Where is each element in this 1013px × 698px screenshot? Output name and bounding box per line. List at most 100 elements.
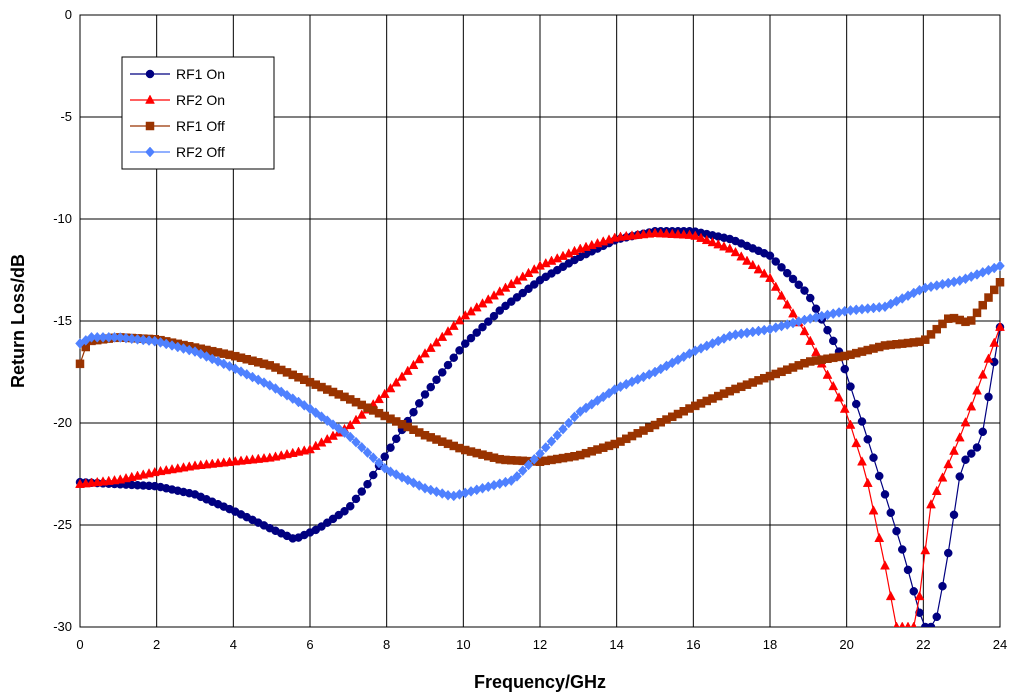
data-point-rf2-on [851,437,862,448]
data-point-rf2-on [673,228,683,239]
data-point-rf2-on [811,346,821,357]
data-point-rf2-off [529,453,540,465]
x-tick-label: 22 [916,637,930,652]
data-point-rf1-on [898,545,907,554]
data-point-rf1-on [961,455,970,464]
x-tick-label: 20 [839,637,853,652]
data-point-rf1-on [932,612,941,622]
y-tick-label: -15 [53,313,72,328]
data-point-rf1-on [340,506,349,516]
data-point-rf1-on [420,390,430,399]
data-point-rf2-off [351,436,361,448]
data-point-rf2-off [540,442,551,453]
data-point-rf2-on [966,401,977,411]
data-point-rf1-on [949,510,959,520]
data-point-rf2-on [937,472,948,482]
data-point-rf1-on [357,487,366,496]
y-axis-label: Return Loss/dB [8,254,28,388]
data-point-rf1-on [392,434,401,444]
legend-marker-rf2-off [145,146,155,158]
x-axis-label: Frequency/GHz [474,672,606,692]
data-point-rf2-on [989,337,1000,347]
data-point-rf2-off [506,475,517,487]
data-point-rf2-on [834,392,844,402]
data-point-rf2-on [374,393,384,404]
data-point-rf2-off [995,260,1005,272]
data-point-rf2-on [747,259,758,270]
data-point-rf2-on [730,246,741,257]
data-point-rf1-off [932,324,941,334]
data-point-rf1-on [466,333,476,343]
data-point-rf1-on [857,417,867,426]
data-point-rf1-on [380,452,389,461]
data-point-rf1-on [449,353,458,362]
data-point-rf1-on [811,304,821,314]
data-point-rf2-on [345,419,356,430]
data-point-rf2-on [379,388,390,398]
legend-label-rf1-on: RF1 On [176,66,225,82]
data-point-rf2-on [931,485,942,495]
data-point-rf2-on [960,417,971,427]
data-point-rf1-on [852,399,861,409]
data-point-rf1-on [806,293,815,303]
data-point-rf2-off [558,423,568,435]
data-point-rf2-on [678,229,689,239]
data-point-rf1-on [892,526,901,536]
data-point-rf2-on [707,236,718,247]
data-point-rf1-on [501,301,510,311]
x-tick-label: 18 [763,637,777,652]
y-tick-label: -5 [60,109,72,124]
data-point-rf1-on [955,472,964,481]
data-point-rf1-on [800,286,809,295]
data-point-rf2-off [546,435,557,447]
legend-label-rf2-on: RF2 On [176,92,225,108]
data-point-rf1-on [346,501,355,511]
data-point-rf1-on [880,490,890,499]
x-tick-label: 16 [686,637,700,652]
data-point-rf2-off [512,470,522,482]
data-point-rf2-off [368,452,379,464]
data-point-rf2-on [454,315,465,325]
data-point-rf2-off [362,447,373,458]
data-point-rf1-on [926,622,936,627]
data-point-rf1-off [978,300,987,310]
data-point-rf1-on [438,368,447,377]
data-point-rf2-on [893,621,900,627]
data-point-rf2-on [782,299,793,309]
x-tick-label: 2 [153,637,160,652]
data-point-rf2-on [696,232,706,242]
data-point-rf1-on [863,435,872,444]
data-point-rf2-off [345,431,356,443]
data-point-rf1-on [507,297,516,306]
data-point-rf1-on [415,399,424,408]
data-point-rf1-on [455,346,464,355]
data-point-rf1-off [938,319,947,329]
data-point-rf2-on [899,621,906,627]
data-point-rf2-on [753,264,764,274]
data-point-rf2-on [356,409,367,419]
data-point-rf1-on [409,407,418,417]
data-point-rf1-on [840,364,849,374]
data-point-rf1-on [875,471,884,481]
data-point-rf2-on [661,228,672,238]
x-tick-label: 6 [306,637,313,652]
data-point-rf1-on [484,317,493,326]
data-point-rf2-on [799,325,810,336]
data-point-rf1-on [909,587,918,596]
data-point-rf1-off [75,359,85,369]
data-point-rf2-on [839,403,850,413]
series-layer [75,226,1005,627]
data-point-rf2-on [910,621,917,627]
data-point-rf2-on [862,477,873,487]
data-point-rf2-off [552,429,563,441]
legend: RF1 On RF2 On RF1 Off RF2 Off [121,56,275,170]
data-point-rf1-on [369,470,378,480]
data-point-rf1-on [771,257,780,266]
data-point-rf2-on [949,445,959,455]
data-point-rf1-off [972,308,982,318]
x-tick-label: 24 [993,637,1007,652]
data-point-rf1-on [530,280,539,289]
data-point-rf2-off [374,457,384,469]
data-point-rf2-on [425,342,436,352]
legend-label-rf2-off: RF2 Off [176,144,225,160]
